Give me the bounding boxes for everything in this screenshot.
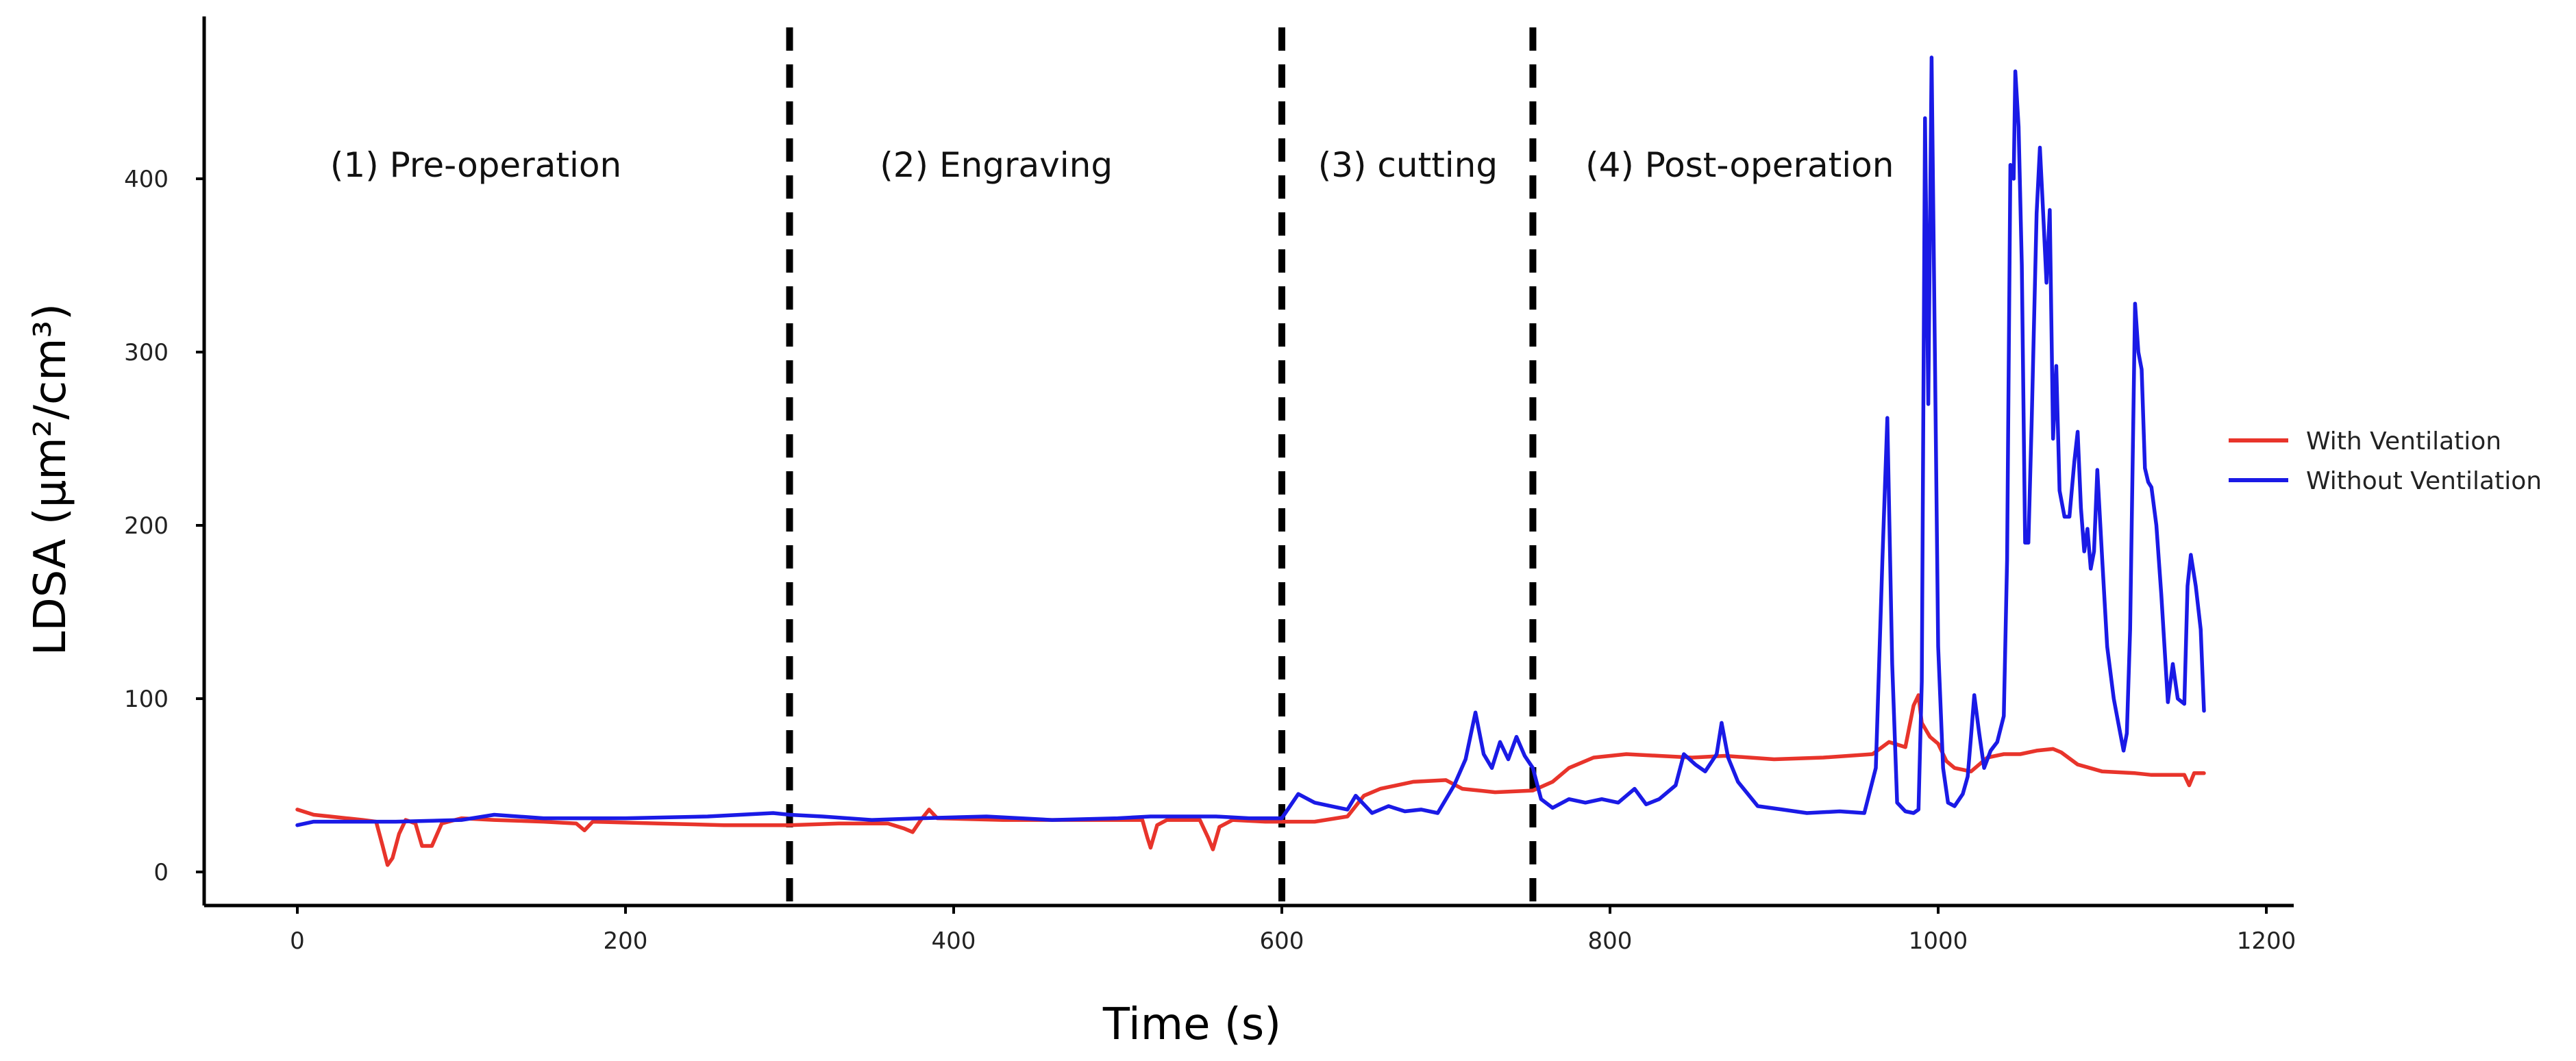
y-tick-label: 300	[124, 339, 169, 366]
y-axis-title: LDSA (μm²/cm³)	[25, 303, 76, 656]
y-tick-label: 200	[124, 512, 169, 540]
x-axis-ticks: 0 200 400 600 800 1000 1200	[290, 906, 2296, 955]
x-axis-title: Time (s)	[1102, 999, 1281, 1050]
phase-label: (3) cutting	[1318, 145, 1498, 185]
x-tick-label: 1000	[1909, 927, 1968, 955]
without-ventilation-series-line	[295, 55, 2206, 827]
y-tick-label: 0	[153, 859, 169, 886]
legend-label: Without Ventilation	[2306, 467, 2542, 495]
phase-label: (1) Pre-operation	[330, 145, 621, 185]
x-tick-label: 0	[290, 927, 305, 955]
legend-label: With Ventilation	[2306, 427, 2501, 455]
x-tick-label: 400	[932, 927, 976, 955]
phase-label: (4) Post-operation	[1585, 145, 1894, 185]
x-tick-label: 200	[604, 927, 648, 955]
phase-label: (2) Engraving	[880, 145, 1113, 185]
legend: With Ventilation Without Ventilation	[2229, 427, 2542, 495]
x-tick-label: 800	[1588, 927, 1633, 955]
plot-series	[295, 55, 2206, 867]
x-tick-label: 1200	[2237, 927, 2296, 955]
y-tick-label: 400	[124, 166, 169, 193]
y-axis-ticks: 0 100 200 300 400	[124, 166, 204, 886]
x-tick-label: 600	[1260, 927, 1304, 955]
y-tick-label: 100	[124, 686, 169, 713]
phase-labels: (1) Pre-operation (2) Engraving (3) cuttin…	[330, 145, 1894, 185]
